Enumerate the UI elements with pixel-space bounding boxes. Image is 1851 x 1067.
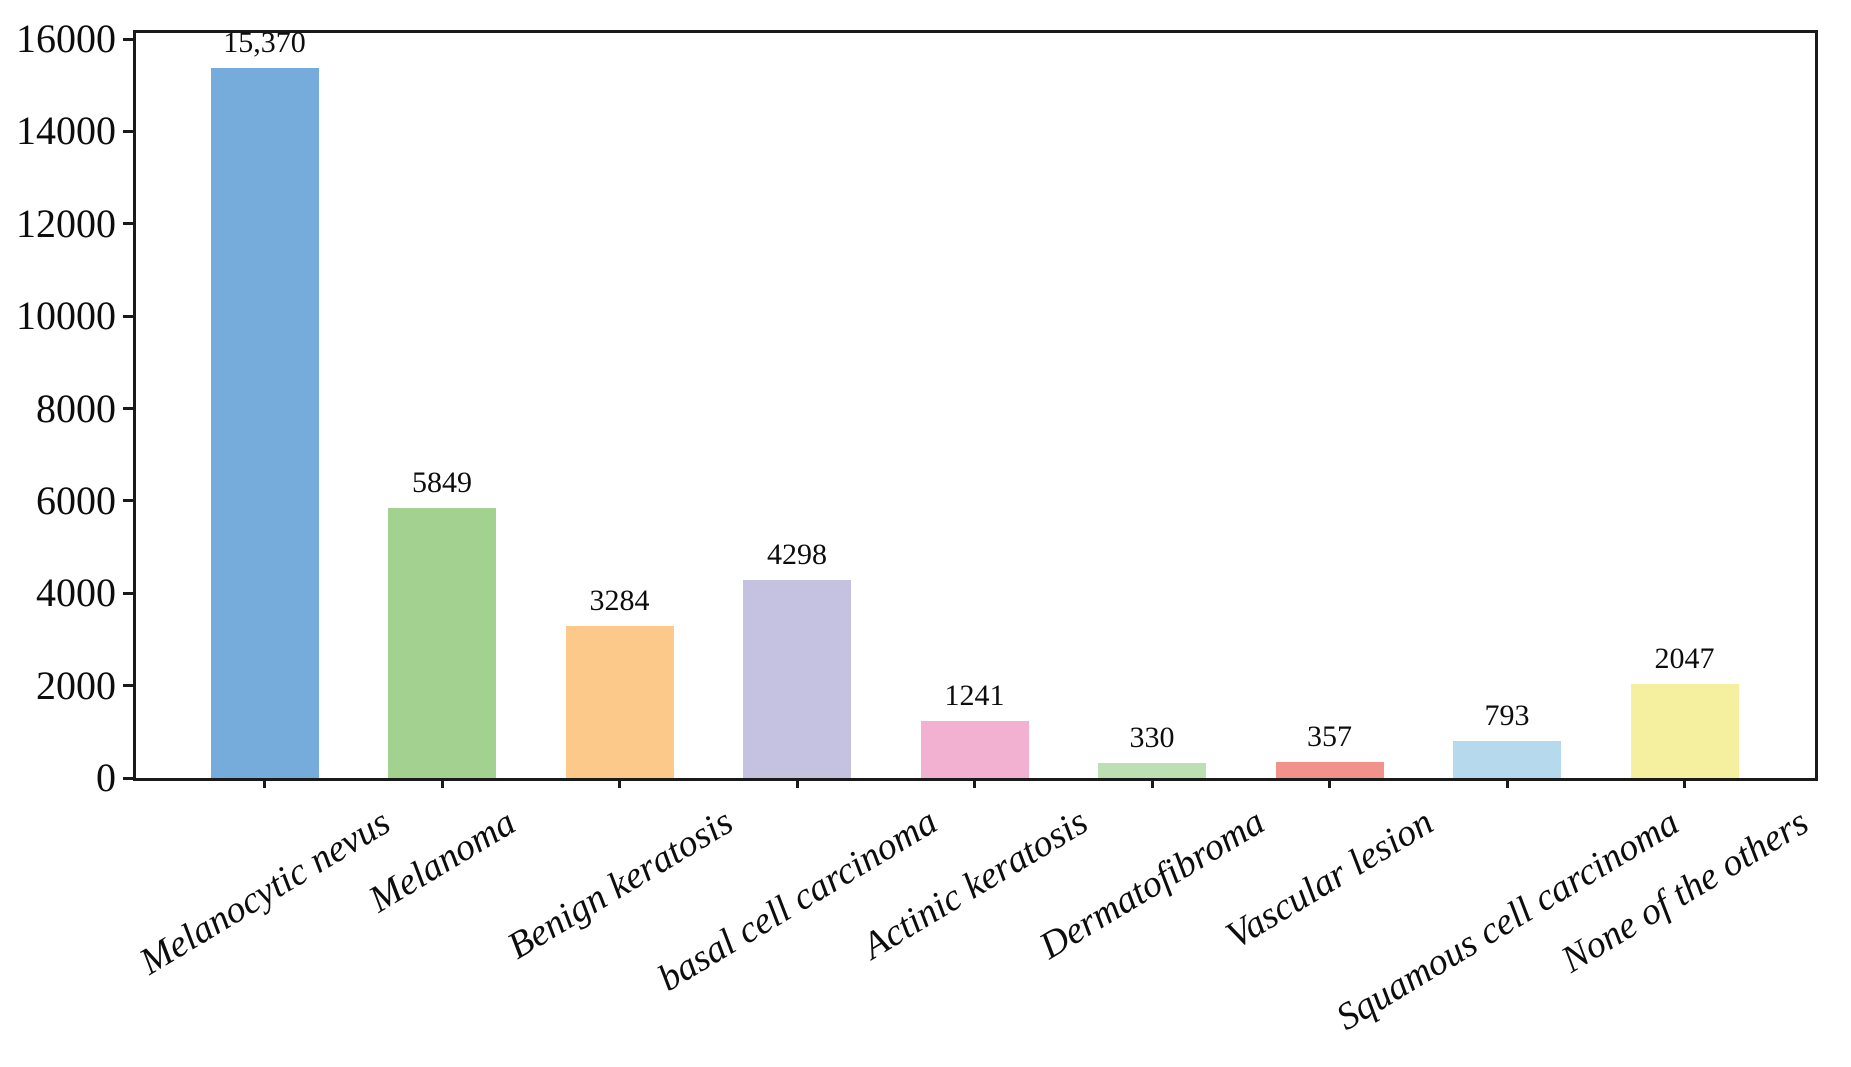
x-tick-mark bbox=[440, 778, 444, 788]
y-tick-mark bbox=[123, 776, 133, 780]
bar bbox=[388, 507, 496, 778]
x-tick-mark bbox=[1328, 778, 1331, 788]
bar-value-label: 1241 bbox=[944, 678, 1005, 712]
y-tick-label: 12000 bbox=[16, 200, 116, 246]
bar-value-label: 5849 bbox=[412, 465, 472, 499]
bar-value-label: 357 bbox=[1307, 719, 1352, 753]
bar-value-label: 3284 bbox=[589, 584, 650, 618]
y-tick-mark bbox=[123, 407, 133, 410]
bar-value-label: 15,370 bbox=[223, 26, 306, 60]
bar-value-label: 2047 bbox=[1654, 641, 1715, 675]
bar bbox=[1630, 683, 1739, 778]
x-tick-mark bbox=[1505, 778, 1509, 788]
y-tick-label: 16000 bbox=[16, 16, 116, 61]
y-tick-mark bbox=[123, 314, 133, 318]
x-tick-mark bbox=[1150, 778, 1154, 788]
y-tick-mark bbox=[123, 129, 133, 133]
bar bbox=[1098, 762, 1206, 778]
y-tick-mark bbox=[123, 591, 133, 595]
y-tick-mark bbox=[123, 684, 133, 688]
bar-value-label: 4298 bbox=[767, 537, 827, 571]
bar-value-label: 793 bbox=[1484, 699, 1530, 733]
x-tick-mark bbox=[795, 778, 799, 788]
y-tick-label: 6000 bbox=[36, 477, 116, 523]
bar bbox=[210, 68, 319, 778]
plot-area: 15,370 5849 3284 4298 1241 330 357 793 2047 bbox=[133, 26, 1818, 781]
y-tick-label: 8000 bbox=[36, 385, 116, 431]
y-tick-label: 10000 bbox=[16, 293, 116, 339]
x-tick-mark bbox=[973, 778, 976, 788]
x-tick-mark bbox=[263, 778, 266, 788]
x-tick-label: Melanocytic nevus bbox=[131, 800, 397, 984]
bar-value-label: 330 bbox=[1129, 720, 1175, 754]
y-tick-mark bbox=[123, 222, 133, 226]
y-tick-mark bbox=[123, 37, 133, 41]
y-tick-label: 14000 bbox=[16, 108, 116, 154]
y-tick-label: 0 bbox=[96, 755, 116, 800]
x-tick-mark bbox=[618, 778, 621, 788]
x-tick-mark bbox=[1683, 778, 1686, 788]
bar bbox=[1453, 741, 1561, 778]
y-tick-label: 2000 bbox=[36, 662, 116, 708]
bar bbox=[743, 579, 851, 778]
bar bbox=[565, 626, 674, 778]
bar bbox=[920, 720, 1029, 778]
y-tick-mark bbox=[123, 499, 133, 503]
y-tick-label: 4000 bbox=[36, 570, 116, 616]
bar bbox=[1275, 761, 1384, 778]
